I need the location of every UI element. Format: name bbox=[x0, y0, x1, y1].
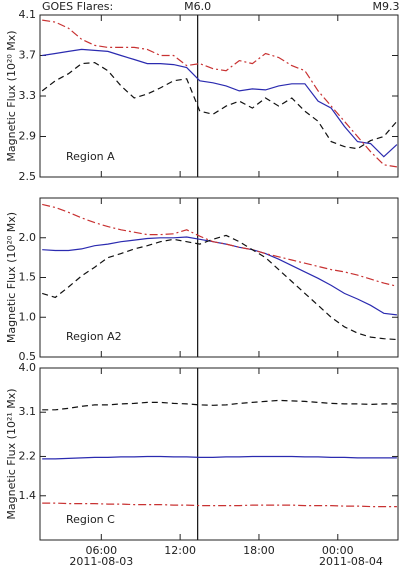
series-line bbox=[42, 48, 398, 158]
flare-label: M9.3 bbox=[372, 0, 399, 13]
y-tick-label: 2.2 bbox=[19, 449, 37, 462]
y-tick-label: 4.1 bbox=[19, 8, 37, 21]
x-tick-label: 06:00 bbox=[85, 544, 117, 557]
y-tick-label: 3.1 bbox=[19, 405, 37, 418]
series-line bbox=[42, 502, 397, 508]
y-tick-label: 2.9 bbox=[19, 130, 37, 143]
y-axis-label: Magnetic Flux (10²⁰ Mx) bbox=[5, 212, 18, 343]
y-tick-label: 4.0 bbox=[19, 361, 37, 374]
series-line bbox=[42, 455, 397, 460]
y-tick-label: 0.5 bbox=[19, 350, 37, 363]
region-label: Region A2 bbox=[66, 330, 122, 343]
series-line bbox=[41, 61, 398, 150]
y-axis-label: Magnetic Flux (10²¹ Mx) bbox=[5, 388, 18, 519]
series-line bbox=[42, 234, 397, 341]
y-tick-label: 2.5 bbox=[19, 170, 37, 183]
flares-title: GOES Flares: bbox=[42, 0, 113, 13]
series-line bbox=[42, 19, 397, 168]
y-tick-label: 1.5 bbox=[19, 271, 37, 284]
x-tick-label: 00:00 bbox=[322, 544, 354, 557]
y-tick-label: 3.7 bbox=[19, 49, 37, 62]
y-axis-label: Magnetic Flux (10²⁰ Mx) bbox=[5, 30, 18, 161]
y-tick-label: 1.4 bbox=[19, 489, 37, 502]
plot-frame bbox=[39, 197, 399, 358]
y-tick-label: 3.3 bbox=[19, 89, 37, 102]
x-tick-label: 12:00 bbox=[164, 544, 196, 557]
y-tick-label: 1.0 bbox=[19, 310, 37, 323]
x-date-label: 2011-08-03 bbox=[69, 555, 133, 567]
plot-frame bbox=[39, 14, 399, 178]
series-line bbox=[42, 399, 397, 411]
region-label: Region A bbox=[66, 150, 115, 163]
plot-frame bbox=[39, 367, 399, 541]
series-line bbox=[42, 236, 397, 316]
x-tick-label: 18:00 bbox=[243, 544, 275, 557]
region-label: Region C bbox=[66, 513, 115, 526]
flare-label: M6.0 bbox=[184, 0, 211, 13]
series-line bbox=[42, 203, 398, 287]
y-tick-label: 2.0 bbox=[19, 231, 37, 244]
x-date-label: 2011-08-04 bbox=[319, 555, 383, 567]
